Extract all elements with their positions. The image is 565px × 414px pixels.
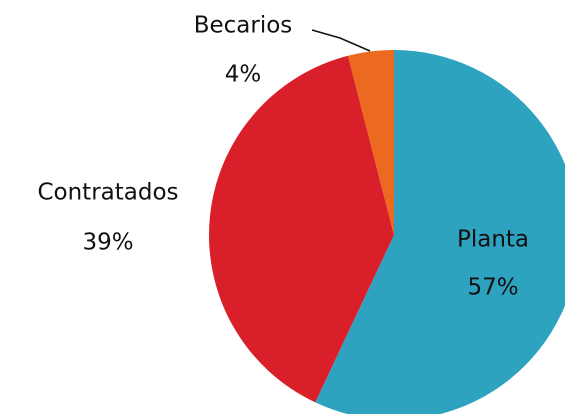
slice-value-label: 39%: [82, 230, 133, 256]
slice-label: Contratados: [37, 180, 178, 206]
slice-value-label: 57%: [467, 275, 518, 301]
pie-slice: [315, 50, 565, 414]
slice-label: Planta: [457, 227, 529, 253]
slice-value-label: 4%: [225, 62, 262, 88]
pie-slice: [209, 55, 394, 403]
slice-label: Becarios: [194, 13, 293, 39]
leader-line: [311, 29, 371, 52]
pie-slice: [347, 50, 394, 235]
